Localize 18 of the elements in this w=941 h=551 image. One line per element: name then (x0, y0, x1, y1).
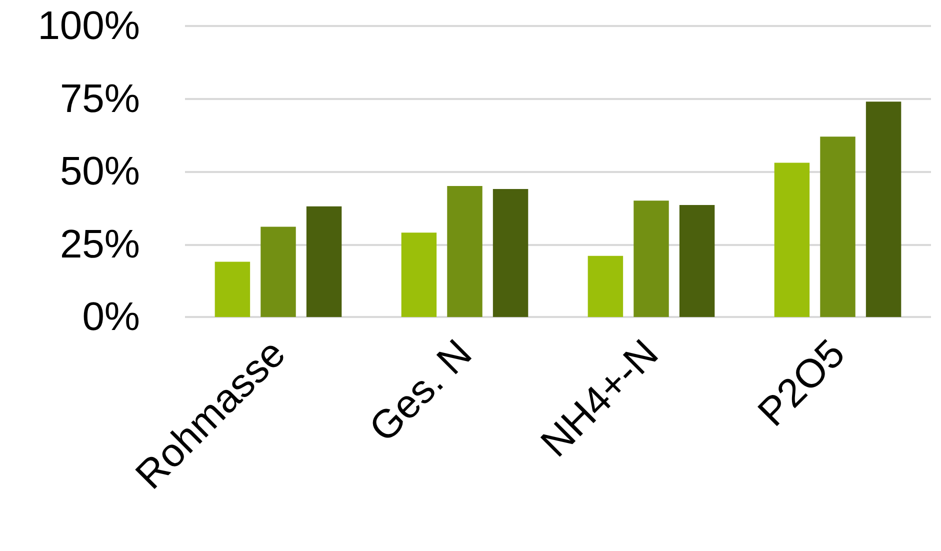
y-tick-label: 100% (38, 4, 140, 48)
y-tick-label: 75% (60, 76, 140, 121)
bar (774, 162, 810, 317)
bar (260, 226, 296, 317)
x-tick-label: Ges. N (361, 331, 480, 451)
y-tick-label: 0% (82, 295, 140, 339)
bar (820, 136, 856, 317)
bar (634, 200, 669, 317)
y-tick-label: 50% (60, 150, 140, 194)
bar (214, 262, 250, 317)
bar (866, 102, 902, 317)
bar (401, 232, 437, 317)
bar (306, 206, 342, 317)
bar (588, 256, 624, 317)
bar (679, 204, 715, 317)
y-tick-label: 25% (60, 222, 140, 266)
bar (492, 188, 528, 317)
bar (447, 186, 482, 317)
